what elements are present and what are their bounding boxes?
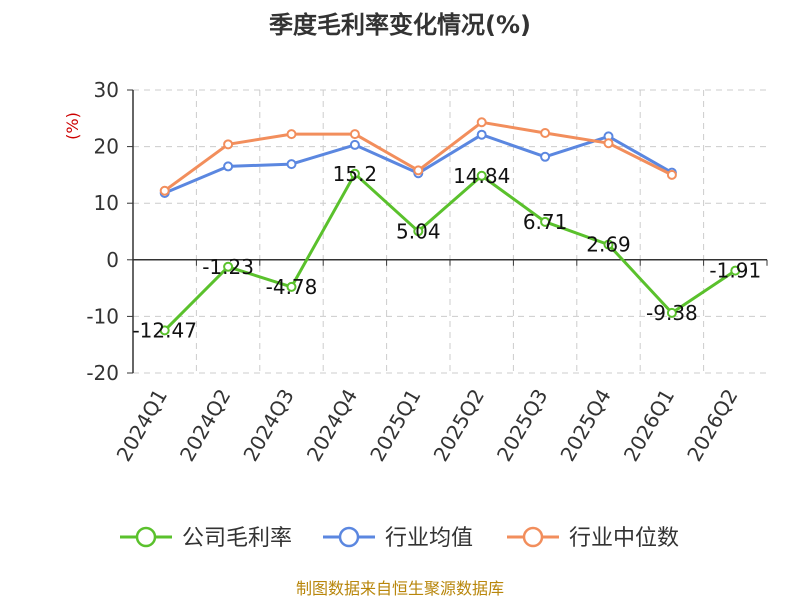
data-point — [223, 161, 234, 172]
legend-label: 行业均值 — [385, 526, 473, 551]
chart-title: 季度毛利率变化情况(%) — [269, 11, 531, 39]
data-label: -1.91 — [709, 259, 761, 283]
data-point — [159, 325, 170, 336]
series-0 — [159, 168, 741, 336]
data-labels: -12.47 -1.23 -4.78 15.2 5.04 14.84 6.71 2.69 -9.… — [132, 162, 761, 343]
series-2 — [159, 117, 677, 196]
legend-swatch-marker — [522, 526, 544, 548]
data-label: -12.47 — [132, 318, 196, 342]
data-label: -1.23 — [202, 255, 254, 279]
data-point — [603, 138, 614, 149]
data-point — [223, 261, 234, 272]
y-tick-label: 30 — [94, 78, 119, 102]
data-point — [476, 170, 487, 181]
x-tick-label: 2024Q3 — [238, 385, 298, 466]
data-point — [349, 129, 360, 140]
data-point — [540, 128, 551, 139]
data-point — [540, 216, 551, 227]
data-point — [223, 139, 234, 150]
legend-item-0: 公司毛利率 — [120, 526, 292, 551]
data-point — [349, 168, 360, 179]
data-point — [476, 117, 487, 128]
y-tick-label: 20 — [94, 135, 119, 159]
x-tick-label: 2025Q1 — [365, 385, 425, 466]
data-point — [476, 129, 487, 140]
data-point — [286, 159, 297, 170]
data-label: -9.38 — [646, 301, 698, 325]
data-label: 2.69 — [586, 233, 631, 257]
data-point — [540, 151, 551, 162]
x-tick-label: 2026Q1 — [619, 385, 679, 466]
y-tick-label: 0 — [106, 248, 119, 272]
legend-swatch-marker — [135, 526, 157, 548]
x-tick-label: 2026Q2 — [682, 385, 742, 466]
legend-label: 公司毛利率 — [182, 526, 292, 551]
series-line — [163, 172, 737, 332]
x-tick-label: 2025Q2 — [429, 385, 489, 466]
data-point — [286, 281, 297, 292]
legend-label: 行业中位数 — [569, 526, 679, 551]
x-tick-label: 2024Q1 — [112, 385, 172, 466]
legend-item-1: 行业均值 — [323, 526, 473, 551]
data-point — [286, 129, 297, 140]
y-tick-label: 10 — [94, 191, 119, 215]
grid-lines — [133, 89, 767, 374]
data-label: -4.78 — [266, 275, 318, 299]
data-point — [730, 265, 741, 276]
source-footnote: 制图数据来自恒生聚源数据库 — [296, 579, 504, 598]
series-lines — [159, 117, 741, 336]
data-point — [159, 185, 170, 196]
x-tick-label: 2025Q4 — [555, 385, 615, 466]
y-axis-unit-label: (%) — [63, 112, 82, 140]
x-tick-label: 2025Q3 — [492, 385, 552, 466]
data-label: 14.84 — [453, 164, 510, 188]
legend: 公司毛利率 行业均值 行业中位数 — [120, 526, 679, 551]
data-point — [666, 169, 677, 180]
data-point — [413, 226, 424, 237]
data-label: 6.71 — [523, 210, 568, 234]
data-label: 15.2 — [333, 162, 378, 186]
y-tick-label: -20 — [86, 361, 119, 385]
legend-swatch-marker — [338, 526, 360, 548]
data-point — [349, 139, 360, 150]
x-tick-label: 2024Q4 — [302, 385, 362, 466]
legend-item-2: 行业中位数 — [507, 526, 679, 551]
data-point — [603, 239, 614, 250]
series-line — [163, 120, 673, 192]
y-tick-label: -10 — [86, 304, 119, 328]
data-label: 5.04 — [396, 219, 441, 243]
data-point — [666, 307, 677, 318]
data-point — [413, 165, 424, 176]
x-tick-label: 2024Q2 — [175, 385, 235, 466]
